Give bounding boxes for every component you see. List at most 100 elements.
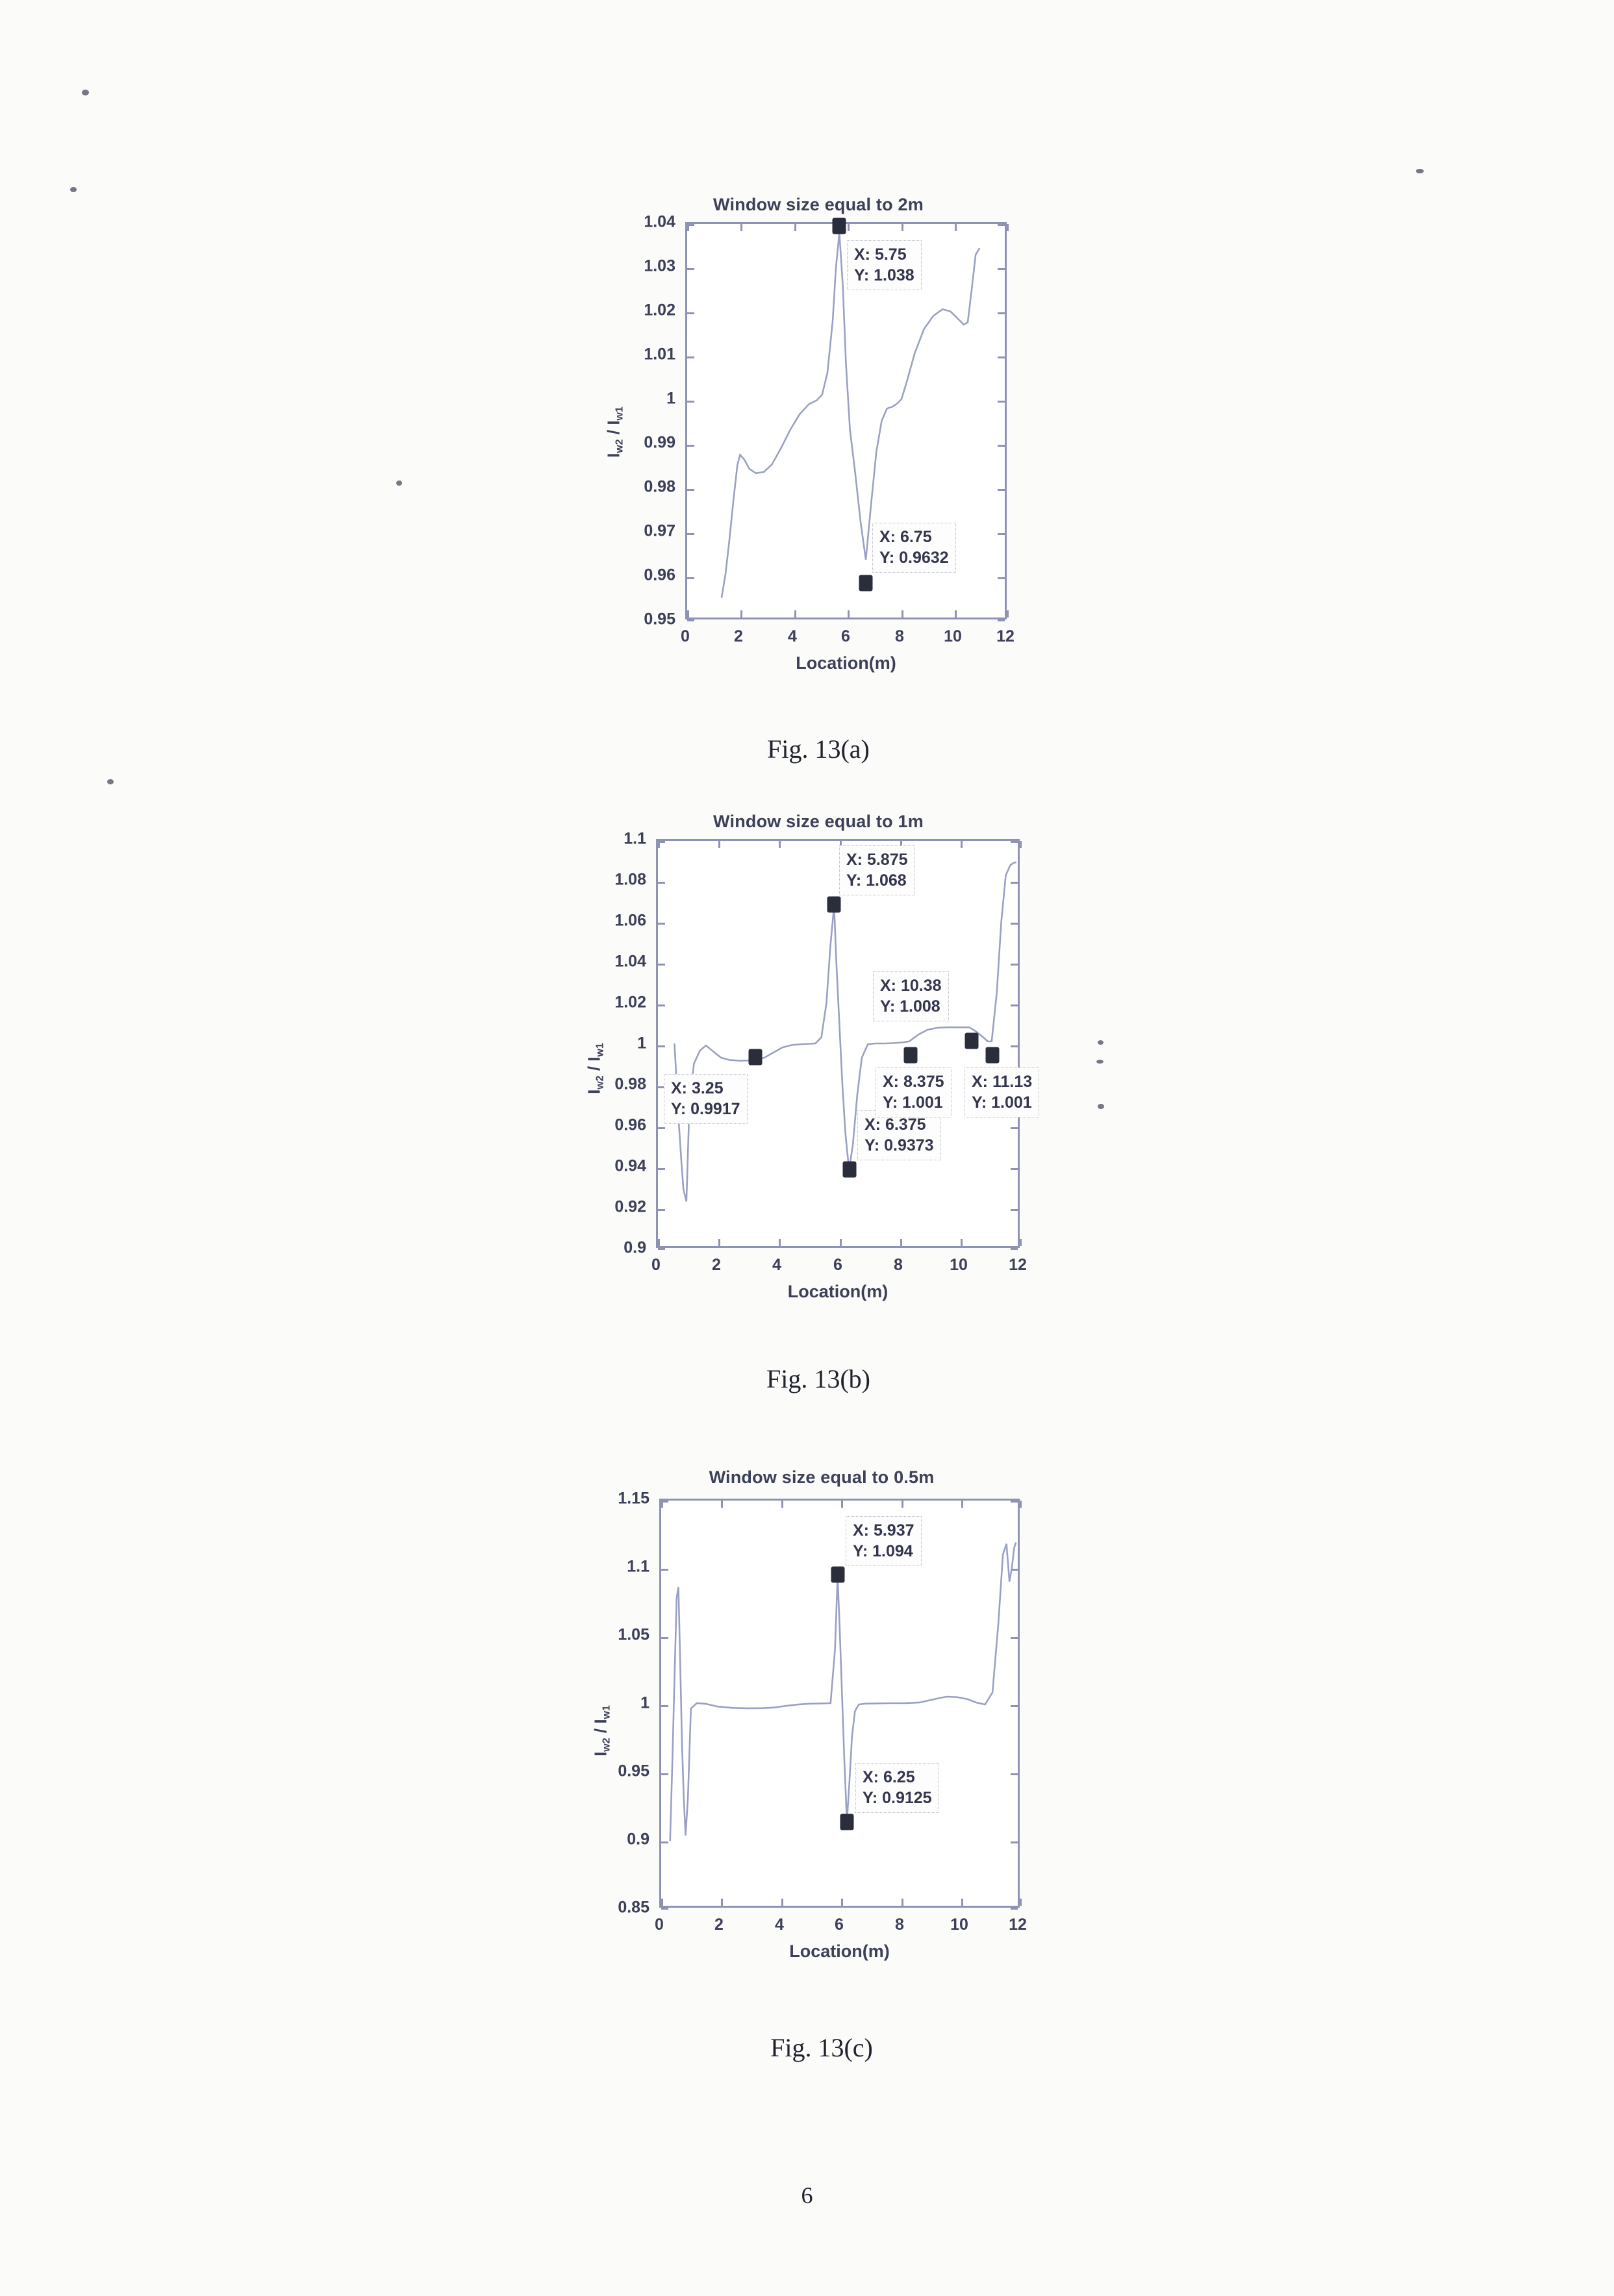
chart-b: Window size equal to 1m Iw2 / Iw1 1.1 1.…	[559, 812, 1078, 1344]
datatip-y: Y: 0.9632	[879, 547, 949, 568]
chart-b-datatip-6p375: X: 6.375 Y: 0.9373	[857, 1110, 941, 1160]
chart-a-marker-valley	[859, 575, 873, 592]
chart-a-ytick: 1	[604, 390, 675, 408]
chart-b-datatip-11p13: X: 11.13 Y: 1.001	[965, 1067, 1039, 1117]
datatip-x: X: 3.25	[671, 1078, 740, 1099]
chart-c-ytick: 1.1	[575, 1558, 649, 1577]
datatip-x: X: 10.38	[880, 975, 942, 996]
chart-c: Window size equal to 0.5m Iw2 / Iw1 1.15…	[565, 1467, 1078, 2013]
chart-c-curve	[661, 1501, 1018, 1906]
scan-speck	[1098, 1040, 1103, 1045]
chart-a-plot-area	[685, 222, 1007, 619]
figure-13c-caption: Fig. 13(c)	[565, 2032, 1078, 2063]
chart-a-marker-peak	[833, 218, 846, 234]
chart-c-ytick: 0.85	[575, 1899, 649, 1917]
datatip-y: Y: 1.094	[853, 1541, 914, 1562]
datatip-x: X: 6.25	[863, 1767, 932, 1788]
chart-b-xtick: 12	[1009, 1256, 1027, 1275]
chart-a: Window size equal to 2m Iw2 / Iw1 1.04 1…	[585, 195, 1052, 688]
chart-a-xlabel: Location(m)	[685, 653, 1007, 673]
scan-speck	[107, 779, 114, 784]
scan-speck	[70, 187, 77, 192]
datatip-y: Y: 1.001	[972, 1092, 1032, 1113]
chart-a-ytick: 0.96	[604, 566, 675, 585]
chart-a-xtick: 8	[895, 627, 904, 646]
datatip-y: Y: 0.9373	[864, 1135, 934, 1156]
chart-a-xtick: 12	[996, 627, 1015, 646]
chart-b-ytick: 1.06	[572, 912, 646, 930]
chart-b-datatip-5p875: X: 5.875 Y: 1.068	[839, 845, 915, 895]
datatip-y: Y: 0.9125	[863, 1788, 932, 1808]
chart-b-xtick: 8	[894, 1256, 903, 1275]
chart-c-ytick: 0.95	[575, 1762, 649, 1781]
chart-b-xtick: 10	[950, 1256, 968, 1275]
chart-b-ytick: 1	[572, 1034, 646, 1053]
scan-speck	[396, 480, 402, 486]
datatip-y: Y: 0.9917	[671, 1099, 740, 1119]
chart-b-ytick: 1.02	[572, 993, 646, 1012]
chart-b-ytick: 1.04	[572, 953, 646, 971]
document-page: Window size equal to 2m Iw2 / Iw1 1.04 1…	[0, 0, 1614, 2296]
figure-13b-caption: Fig. 13(b)	[559, 1364, 1078, 1394]
chart-c-ytick: 1.15	[575, 1490, 649, 1508]
chart-b-xtick: 6	[833, 1256, 842, 1275]
chart-c-xlabel: Location(m)	[659, 1941, 1020, 1962]
chart-b-ytick: 0.94	[572, 1157, 646, 1176]
chart-b-marker-3p25	[749, 1049, 763, 1066]
chart-b-datatip-10p38: X: 10.38 Y: 1.008	[873, 971, 949, 1021]
scan-speck	[1416, 169, 1424, 173]
chart-b-ytick: 1.1	[572, 830, 646, 849]
datatip-x: X: 5.75	[854, 244, 914, 265]
chart-b-ytick: 0.9	[572, 1239, 646, 1258]
chart-a-ytick: 0.97	[604, 522, 675, 541]
chart-a-xtick: 10	[944, 627, 962, 646]
chart-c-xtick: 4	[775, 1915, 784, 1934]
chart-a-title: Window size equal to 2m	[585, 195, 1052, 215]
chart-a-xtick: 4	[788, 627, 797, 646]
chart-b-datatip-3p25: X: 3.25 Y: 0.9917	[664, 1074, 748, 1124]
chart-c-marker-valley	[840, 1814, 854, 1830]
chart-a-datatip-valley: X: 6.75 Y: 0.9632	[872, 523, 956, 573]
chart-b-xtick: 4	[772, 1256, 781, 1275]
chart-b-marker-10p38	[965, 1033, 979, 1049]
figure-13c: Window size equal to 0.5m Iw2 / Iw1 1.15…	[565, 1467, 1078, 2065]
chart-c-xtick: 8	[895, 1915, 904, 1934]
chart-c-datatip-valley: X: 6.25 Y: 0.9125	[855, 1763, 939, 1813]
chart-a-ytick: 1.02	[604, 301, 675, 320]
chart-b-marker-8p375	[904, 1047, 918, 1064]
chart-b-xtick: 0	[651, 1256, 661, 1275]
datatip-x: X: 6.75	[879, 527, 949, 547]
datatip-x: X: 5.875	[846, 849, 908, 870]
chart-b-marker-5p875	[827, 897, 841, 913]
chart-c-ytick: 0.9	[575, 1830, 649, 1849]
scan-speck	[82, 90, 89, 95]
datatip-y: Y: 1.068	[846, 870, 908, 891]
chart-c-title: Window size equal to 0.5m	[565, 1467, 1078, 1488]
chart-b-xlabel: Location(m)	[656, 1282, 1020, 1302]
chart-a-curve	[687, 224, 1005, 618]
chart-a-xtick: 2	[734, 627, 743, 646]
datatip-x: X: 8.375	[883, 1071, 944, 1092]
figure-13b: Window size equal to 1m Iw2 / Iw1 1.1 1.…	[559, 812, 1078, 1396]
chart-c-xtick: 12	[1009, 1915, 1027, 1934]
chart-c-xtick: 0	[655, 1915, 664, 1934]
chart-a-ytick: 0.98	[604, 478, 675, 497]
datatip-y: Y: 1.008	[880, 996, 942, 1017]
figure-13a-caption: Fig. 13(a)	[585, 734, 1052, 764]
datatip-y: Y: 1.038	[854, 265, 914, 286]
chart-a-ytick: 1.03	[604, 257, 675, 276]
chart-c-plot-area	[659, 1499, 1020, 1908]
chart-b-ytick: 0.96	[572, 1116, 646, 1135]
chart-b-marker-6p375	[843, 1162, 857, 1178]
chart-c-ytick: 1	[575, 1694, 649, 1713]
scan-speck	[1098, 1104, 1104, 1109]
chart-c-xtick: 10	[950, 1915, 968, 1934]
scan-speck	[1096, 1060, 1103, 1064]
chart-b-marker-11p13	[986, 1047, 1000, 1064]
chart-a-ytick: 0.95	[604, 610, 675, 629]
chart-b-ytick: 0.98	[572, 1075, 646, 1094]
chart-c-ytick: 1.05	[575, 1626, 649, 1645]
chart-a-datatip-peak: X: 5.75 Y: 1.038	[847, 240, 922, 290]
chart-b-datatip-8p375: X: 8.375 Y: 1.001	[876, 1067, 952, 1117]
chart-c-xtick: 6	[835, 1915, 844, 1934]
